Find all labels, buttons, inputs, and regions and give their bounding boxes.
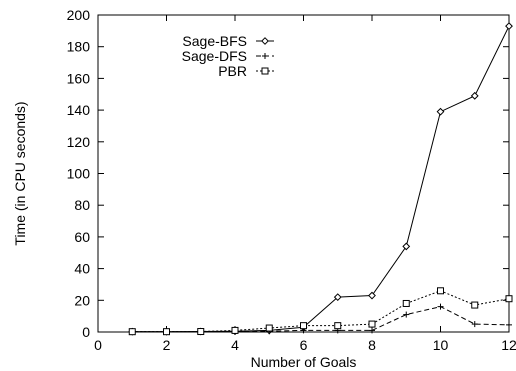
data-point-pbr: [197, 328, 205, 336]
data-point-pbr: [505, 295, 513, 303]
data-point-pbr: [300, 322, 307, 330]
y-tick-label: 20: [74, 292, 90, 308]
x-axis-label: Number of Goals: [251, 354, 357, 370]
data-point-pbr: [471, 301, 479, 309]
y-axis-label: Time (in CPU seconds): [12, 101, 28, 245]
legend-label-pbr: PBR: [218, 63, 247, 79]
data-point-pbr: [231, 326, 239, 334]
axes: [97, 14, 510, 333]
data-point-pbr: [368, 320, 376, 328]
y-tick-label: 180: [67, 39, 91, 55]
x-tick-label: 2: [163, 337, 171, 353]
x-tick-label: 4: [231, 337, 239, 353]
series-lines: [128, 22, 513, 336]
data-point-pbr: [402, 299, 410, 307]
y-tick-label: 140: [67, 102, 91, 118]
y-tick-label: 80: [74, 197, 90, 213]
data-point-sage-bfs: [505, 22, 513, 31]
series-line-sage-dfs: [132, 306, 510, 333]
data-point-pbr: [128, 328, 136, 336]
series-line-pbr: [132, 290, 510, 333]
data-point-sage-dfs: [506, 321, 512, 328]
data-point-pbr: [334, 322, 342, 330]
x-tick-label: 6: [300, 337, 308, 353]
legend-marker-sage-dfs: [262, 53, 268, 59]
series-line-sage-bfs: [132, 25, 510, 333]
plot-frame: [97, 14, 510, 333]
data-point-sage-bfs: [470, 91, 479, 100]
legend-marker-sage-bfs: [261, 37, 269, 45]
data-point-sage-bfs: [333, 293, 342, 302]
data-point-sage-bfs: [436, 107, 445, 116]
y-tick-label: 120: [67, 134, 91, 150]
y-tick-label: 160: [67, 70, 91, 86]
x-tick-label: 10: [433, 337, 449, 353]
data-point-sage-dfs: [403, 311, 410, 318]
x-tick-label: 8: [368, 337, 376, 353]
data-point-pbr: [265, 324, 273, 332]
y-tick-label: 0: [82, 324, 90, 340]
legend-label-sage-dfs: Sage-DFS: [182, 48, 247, 64]
legend-label-sage-bfs: Sage-BFS: [182, 33, 247, 49]
data-point-sage-dfs: [471, 321, 478, 328]
y-tick-label: 100: [67, 166, 91, 182]
legend-marker-pbr: [261, 67, 269, 75]
x-tick-label: 0: [94, 337, 102, 353]
data-point-pbr: [163, 328, 170, 336]
data-point-sage-dfs: [437, 303, 444, 310]
y-tick-label: 40: [74, 261, 90, 277]
data-point-sage-bfs: [368, 291, 376, 300]
y-tick-label: 60: [74, 229, 90, 245]
x-tick-label: 12: [501, 337, 516, 353]
data-point-pbr: [437, 287, 444, 295]
y-tick-label: 200: [67, 7, 91, 23]
data-point-sage-bfs: [402, 242, 411, 251]
data-point-sage-dfs: [369, 327, 375, 334]
